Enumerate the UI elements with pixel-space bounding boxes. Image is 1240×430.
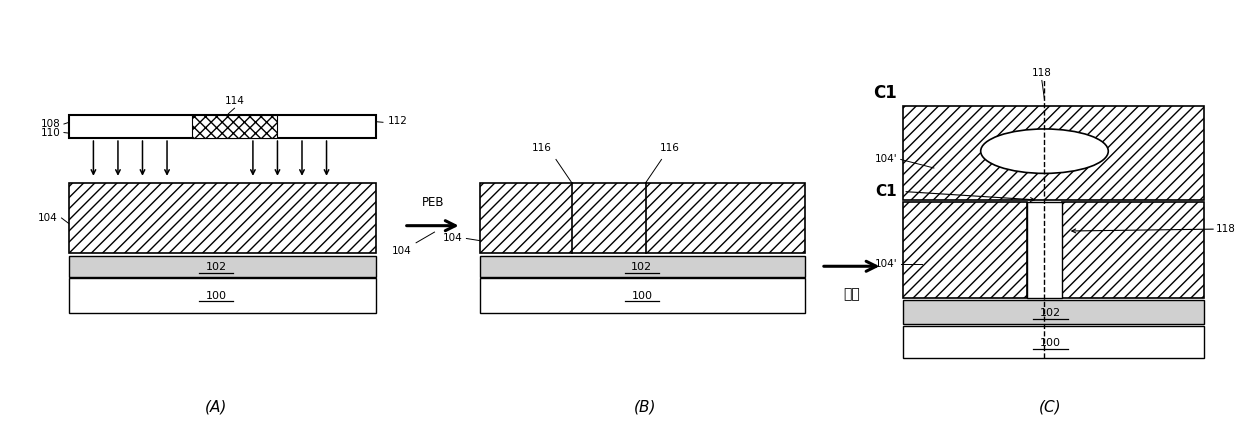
Circle shape <box>981 129 1109 173</box>
Text: (A): (A) <box>205 400 227 415</box>
Text: 显影: 显影 <box>843 288 861 301</box>
Text: PEB: PEB <box>422 196 444 209</box>
Text: C1: C1 <box>873 84 897 102</box>
Bar <box>903 106 1204 200</box>
Bar <box>480 255 805 277</box>
Text: 104: 104 <box>392 246 412 256</box>
Text: 110: 110 <box>41 128 61 138</box>
Text: 102: 102 <box>631 262 652 272</box>
Text: 102: 102 <box>206 262 227 272</box>
Text: 104: 104 <box>38 213 58 223</box>
Bar <box>903 301 1204 324</box>
Text: (B): (B) <box>635 400 657 415</box>
Bar <box>69 255 376 277</box>
Bar <box>69 183 376 253</box>
Text: 104: 104 <box>443 233 463 243</box>
Bar <box>903 326 1204 358</box>
Text: C1: C1 <box>875 184 897 199</box>
Text: (C): (C) <box>1039 400 1061 415</box>
Bar <box>1061 202 1204 298</box>
Bar <box>69 115 376 138</box>
Text: 100: 100 <box>206 291 227 301</box>
Bar <box>191 115 278 138</box>
Text: 116: 116 <box>531 143 552 153</box>
Text: 118: 118 <box>1032 68 1052 78</box>
Text: 108: 108 <box>41 119 61 129</box>
Bar <box>903 202 1027 298</box>
Text: 104': 104' <box>874 154 897 164</box>
Bar <box>69 278 376 313</box>
Text: 100: 100 <box>631 291 652 301</box>
Text: 104': 104' <box>874 259 897 269</box>
Text: 112: 112 <box>388 116 408 126</box>
Bar <box>480 183 805 253</box>
Text: 102: 102 <box>1040 308 1061 318</box>
Bar <box>1027 202 1061 298</box>
Text: 118: 118 <box>1216 224 1236 234</box>
Text: 100: 100 <box>1040 338 1061 348</box>
Text: 116: 116 <box>660 143 680 153</box>
Text: 114: 114 <box>224 96 244 106</box>
Bar <box>480 278 805 313</box>
